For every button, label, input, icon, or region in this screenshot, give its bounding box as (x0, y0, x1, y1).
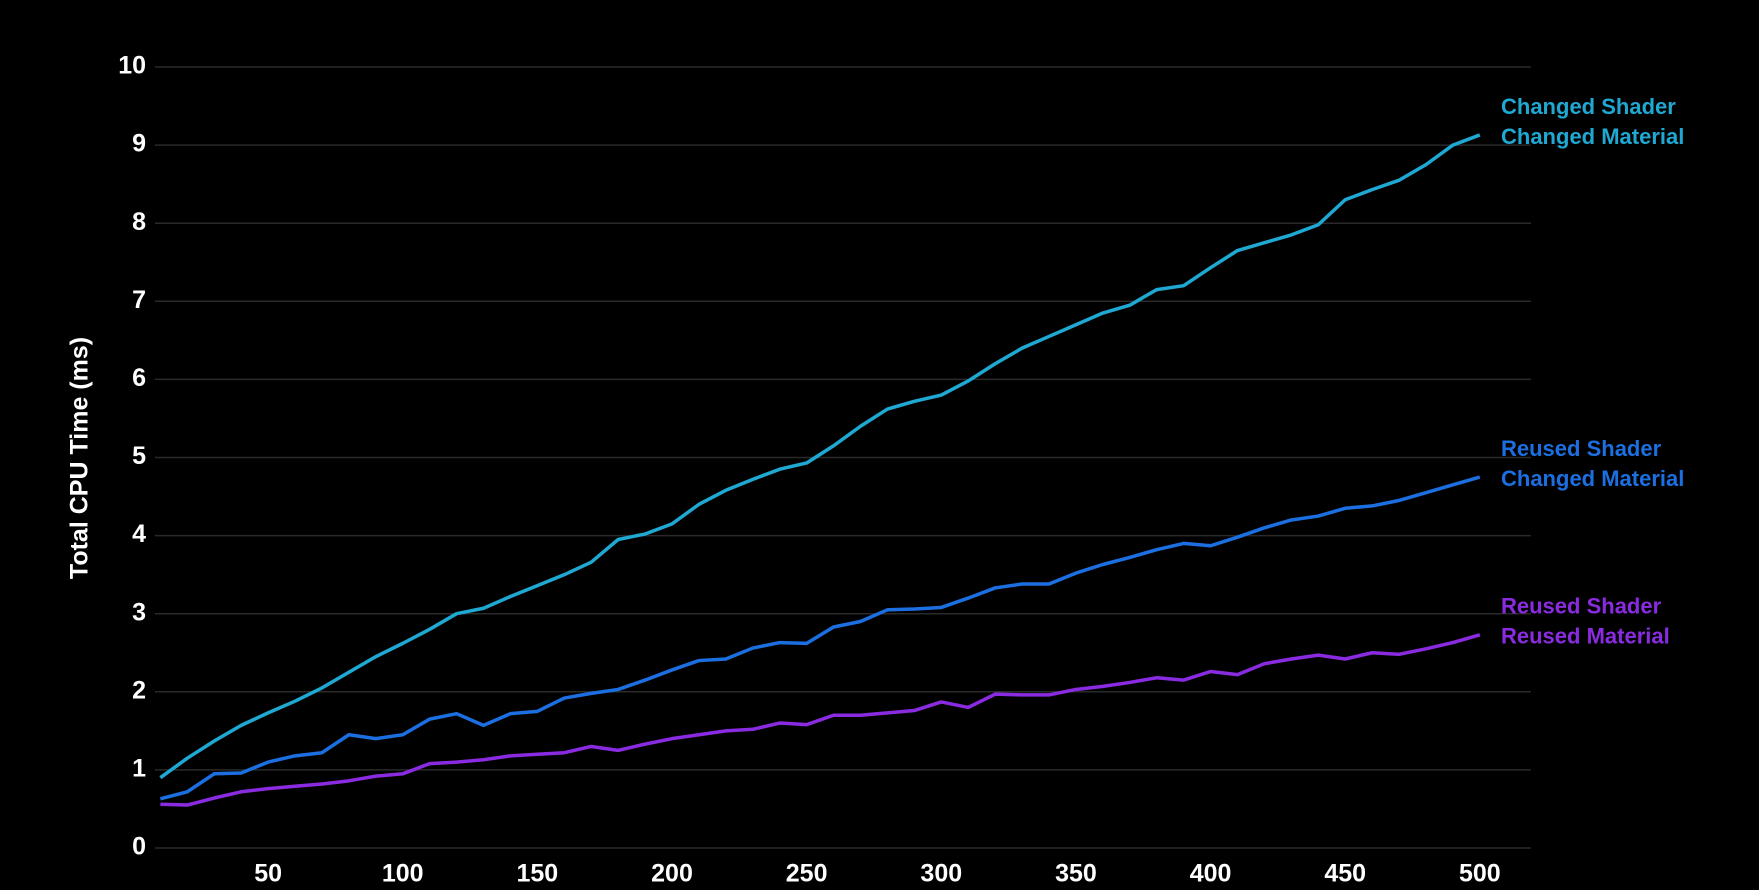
x-tick-label: 450 (1324, 860, 1366, 888)
y-tick-label: 6 (132, 364, 146, 392)
series-label: Reused Shader (1501, 436, 1662, 461)
x-tick-label: 300 (920, 860, 962, 888)
x-tick-label: 500 (1459, 860, 1501, 888)
y-tick-label: 2 (132, 676, 146, 704)
y-tick-label: 0 (132, 833, 146, 861)
series-label: Reused Material (1501, 624, 1670, 649)
x-tick-label: 400 (1190, 860, 1232, 888)
y-tick-label: 1 (132, 755, 146, 783)
y-tick-label: 9 (132, 130, 146, 158)
x-tick-label: 50 (254, 860, 282, 888)
series-label: Changed Shader (1501, 94, 1676, 119)
y-tick-label: 7 (132, 286, 146, 314)
x-tick-label: 250 (786, 860, 828, 888)
y-tick-label: 8 (132, 208, 146, 236)
x-tick-label: 150 (517, 860, 559, 888)
y-tick-label: 10 (118, 52, 146, 80)
series-line (159, 133, 1481, 780)
y-tick-label: 4 (132, 520, 146, 548)
y-axis-label: Total CPU Time (ms) (66, 337, 94, 579)
x-tick-label: 100 (382, 860, 424, 888)
series-label: Reused Shader (1501, 594, 1662, 619)
y-tick-label: 5 (132, 442, 146, 470)
y-tick-label: 3 (132, 598, 146, 626)
x-tick-label: 200 (651, 860, 693, 888)
series-line (160, 633, 1481, 807)
series-label: Changed Material (1501, 124, 1684, 149)
series-label: Changed Material (1501, 466, 1684, 491)
x-tick-label: 350 (1055, 860, 1097, 888)
series-line (159, 475, 1481, 801)
